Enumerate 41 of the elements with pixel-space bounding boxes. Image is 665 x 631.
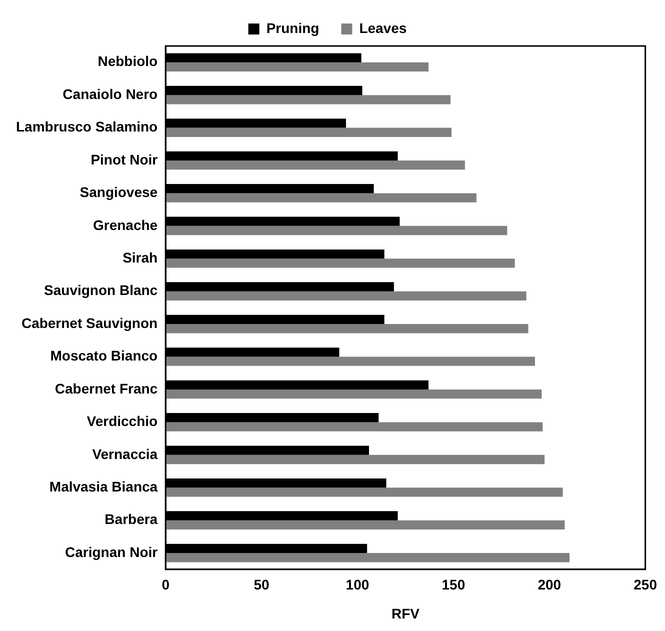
y-tick-label: Sauvignon Blanc: [44, 282, 158, 298]
y-tick-label: Pinot Noir: [90, 151, 158, 168]
y-tick-label: Barbera: [104, 511, 158, 528]
bar: [166, 324, 528, 334]
x-tick-label: 100: [346, 576, 370, 593]
bar: [166, 356, 535, 366]
bar: [166, 128, 452, 137]
y-tick-label: Nebbiolo: [98, 53, 158, 70]
x-tick-label: 0: [162, 576, 170, 593]
bar: [166, 291, 526, 301]
y-tick-label: Malvasia Bianca: [49, 478, 158, 494]
y-tick-label: Vernaccia: [92, 446, 158, 462]
y-tick-label: Carignan Noir: [65, 544, 158, 560]
bar: [166, 95, 451, 104]
y-tick-label: Cabernet Sauvignon: [21, 314, 158, 331]
x-tick-label: 250: [634, 576, 658, 593]
bar: [166, 422, 543, 432]
y-tick-label: Lambrusco Salamino: [16, 118, 158, 135]
bar: [166, 553, 570, 562]
bar: [166, 193, 476, 202]
bar: [166, 62, 428, 72]
legend-label: Pruning: [266, 20, 320, 36]
y-tick-label: Verdicchio: [86, 413, 158, 430]
bar: [166, 226, 508, 236]
bar: [166, 160, 465, 170]
bar: [166, 520, 565, 530]
x-tick-label: 200: [538, 576, 562, 593]
y-tick-label: Sirah: [122, 249, 158, 266]
bar: [166, 258, 515, 268]
x-axis-title: RFV: [391, 605, 420, 622]
bar: [166, 454, 545, 464]
x-tick-label: 50: [254, 576, 270, 593]
bar: [166, 488, 563, 497]
bar: [166, 389, 542, 399]
y-tick-label: Cabernet Franc: [54, 380, 158, 396]
y-tick-label: Grenache: [93, 216, 158, 233]
y-tick-label: Sangiovese: [80, 184, 158, 200]
legend-label: Leaves: [359, 20, 407, 36]
y-tick-label: Canaiolo Nero: [62, 86, 158, 102]
y-tick-label: Moscato Bianco: [50, 348, 158, 364]
x-tick-label: 150: [442, 576, 466, 593]
